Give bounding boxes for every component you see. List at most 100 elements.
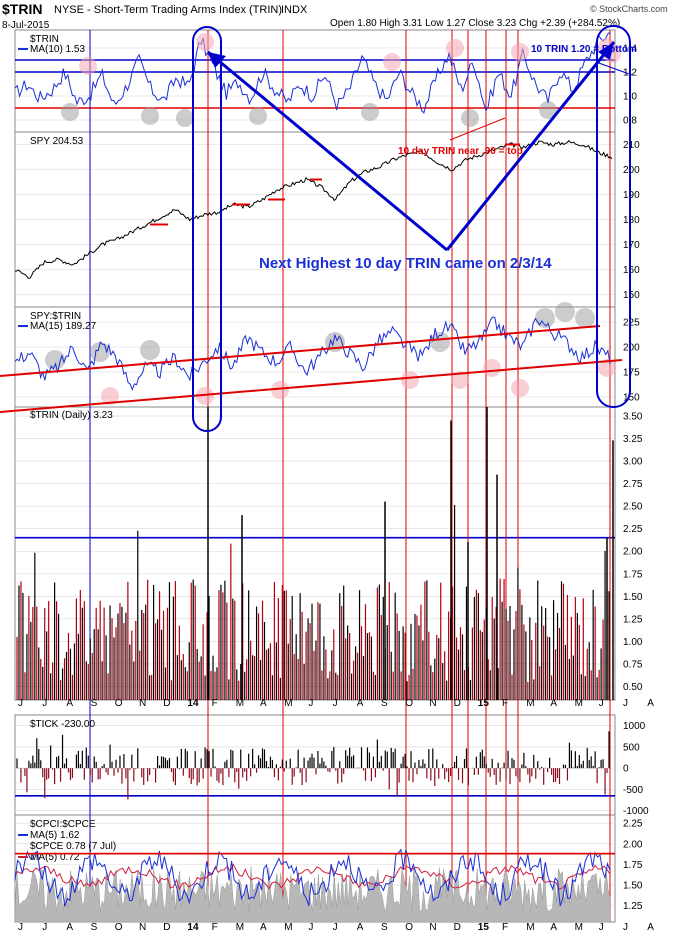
highlight-circle-grey [176,109,194,127]
x-axis-label: F [212,922,218,933]
y-tick-label: 1.00 [623,637,643,648]
x-axis-label: A [647,922,654,933]
annotation-layer [0,25,633,855]
x-axis-label: D [454,698,461,709]
highlight-circle-grey [430,332,450,352]
x-axis-label: A [357,698,364,709]
chart-symbol: $TRIN [2,1,42,17]
x-axis-label: M [236,922,244,933]
y-tick-label: 1.75 [623,860,643,871]
x-axis-label: M [575,698,583,709]
y-tick-label: 2.25 [623,819,643,830]
highlight-circle-grey [249,107,267,125]
x-axis-label: 15 [478,922,490,933]
y-tick-label: 200 [623,343,640,354]
y-tick-label: 2.25 [623,524,643,535]
y-tick-label: 2.50 [623,502,643,513]
legend-label: MA(15) 189.27 [30,321,97,332]
x-axis-label: J [42,698,47,709]
x-axis-label: A [260,698,267,709]
x-axis-label: S [381,698,388,709]
highlight-circle-grey [575,308,595,328]
x-axis-label: A [647,698,654,709]
x-axis-label: J [308,922,313,933]
x-axis-label: A [66,698,73,709]
y-tick-label: -1000 [623,806,649,817]
legend-label: MA(10) 1.53 [30,44,85,55]
x-axis-label: J [42,922,47,933]
x-axis-label: J [333,922,338,933]
y-tick-label: 1.50 [623,880,643,891]
x-axis-label: A [260,922,267,933]
highlight-circle-grey [141,107,159,125]
x-axis-label: A [550,698,557,709]
highlight-circle-pink [483,359,501,377]
trend-line-lower [0,359,623,413]
highlight-circle-pink [511,43,529,61]
x-axis-label: M [526,698,534,709]
x-axis-label: M [575,922,583,933]
y-tick-label: 150 [623,290,640,301]
x-axis-label: F [502,922,508,933]
x-axis-label: J [599,698,604,709]
x-axis-label: J [333,698,338,709]
legend-label: $TRIN (Daily) 3.23 [30,410,113,421]
y-tick-label: 1.25 [623,901,643,912]
chart-ohlc: Open 1.80 High 3.31 Low 1.27 Close 3.23 … [330,18,620,29]
y-tick-label: 3.25 [623,434,643,445]
highlight-circle-grey [61,103,79,121]
highlight-circle-grey [539,101,557,119]
x-axis-label: J [308,698,313,709]
x-axis-label: N [429,922,436,933]
y-tick-label: 1.25 [623,614,643,625]
x-axis-label: D [163,698,170,709]
y-tick-label: 175 [623,368,640,379]
y-tick-label: 0.50 [623,682,643,693]
x-axis-label: O [115,922,123,933]
y-tick-label: 1.50 [623,592,643,603]
highest-trin-note: Next Highest 10 day TRIN came on 2/3/14 [259,255,552,272]
highlight-oval-right [596,25,631,408]
x-axis-label: S [91,698,98,709]
y-tick-label: -500 [623,785,643,796]
x-axis-label: J [18,698,23,709]
x-axis-label: N [429,698,436,709]
y-tick-label: 2.75 [623,479,643,490]
x-axis-label: S [381,922,388,933]
highlight-circle-pink [383,53,401,71]
legend-label: $CPCI:$CPCE [30,819,96,830]
chart-description: NYSE - Short-Term Trading Arms Index (TR… [54,4,282,16]
highlight-circle-pink [451,371,469,389]
note-pointer-red [449,117,506,141]
arrow-line-left [207,50,448,252]
spy-trin-ma15-line [14,316,611,391]
trin-ma10-line [14,31,611,114]
y-tick-label: 1.75 [623,569,643,580]
highlight-circle-grey [461,109,479,127]
highlight-circle-pink [598,359,616,377]
x-axis-label: A [66,922,73,933]
x-axis-label: M [236,698,244,709]
x-axis-label: J [623,698,628,709]
y-tick-label: 170 [623,240,640,251]
highlight-circle-pink [101,387,119,405]
y-tick-label: 180 [623,215,640,226]
x-axis-label: 15 [478,698,490,709]
x-axis-label: D [163,922,170,933]
highlight-oval-left [192,26,222,432]
x-axis-label: F [502,698,508,709]
cpce-ma5-line [14,863,611,891]
x-axis-label: N [139,698,146,709]
highlight-circle-pink [196,387,214,405]
highlight-circle-pink [511,379,529,397]
arrow-line-right [445,41,616,251]
chart-date: 8-Jul-2015 [2,20,50,31]
arrow-head-right [598,42,614,60]
highlight-circle-pink [401,371,419,389]
x-axis-label: M [284,698,292,709]
trend-line-upper [0,325,601,377]
legend-label: $CPCE 0.78 (7 Jul) [30,841,116,852]
y-tick-label: 150 [623,393,640,404]
legend-label: SPY 204.53 [30,136,84,147]
y-tick-label: 190 [623,190,640,201]
